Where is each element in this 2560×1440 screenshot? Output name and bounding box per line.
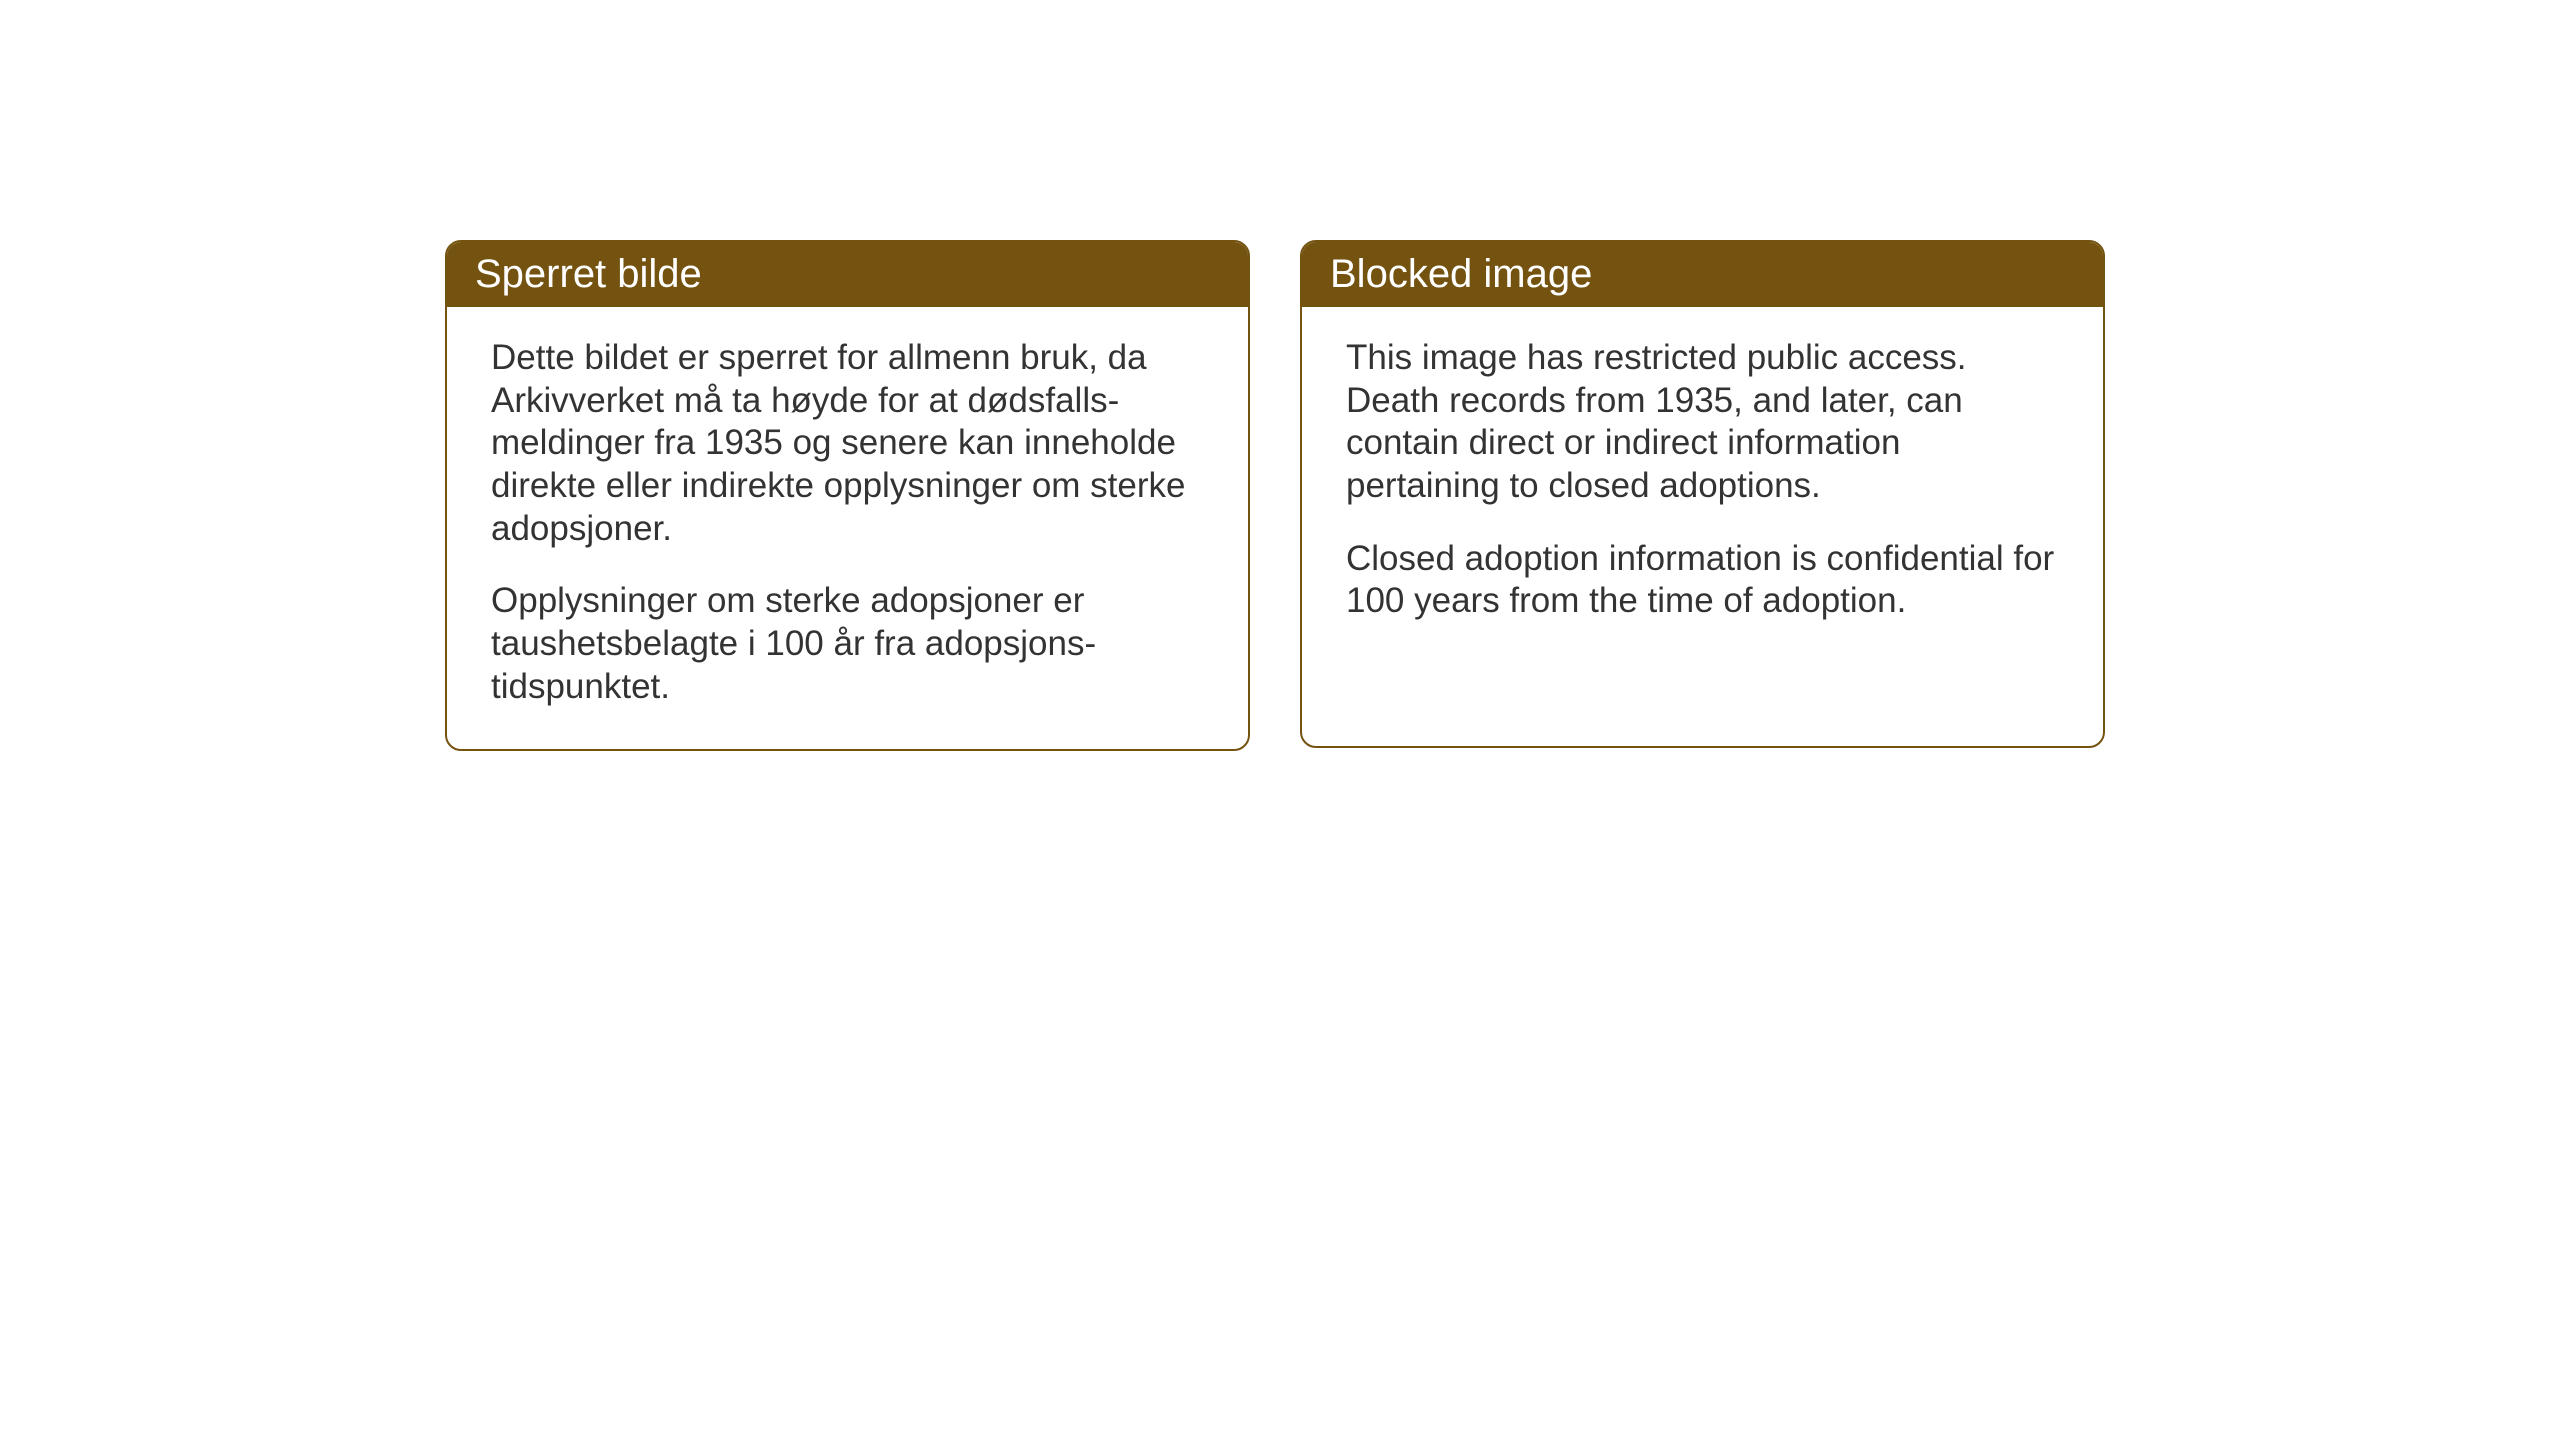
english-paragraph-1: This image has restricted public access.… — [1346, 337, 2059, 508]
cards-container: Sperret bilde Dette bildet er sperret fo… — [445, 240, 2105, 751]
english-card-body: This image has restricted public access.… — [1302, 307, 2103, 663]
norwegian-card-body: Dette bildet er sperret for allmenn bruk… — [447, 307, 1248, 749]
english-paragraph-2: Closed adoption information is confident… — [1346, 538, 2059, 623]
norwegian-paragraph-2: Opplysninger om sterke adopsjoner er tau… — [491, 580, 1204, 708]
norwegian-card-title: Sperret bilde — [447, 242, 1248, 307]
norwegian-notice-card: Sperret bilde Dette bildet er sperret fo… — [445, 240, 1250, 751]
english-card-title: Blocked image — [1302, 242, 2103, 307]
english-notice-card: Blocked image This image has restricted … — [1300, 240, 2105, 748]
norwegian-paragraph-1: Dette bildet er sperret for allmenn bruk… — [491, 337, 1204, 550]
